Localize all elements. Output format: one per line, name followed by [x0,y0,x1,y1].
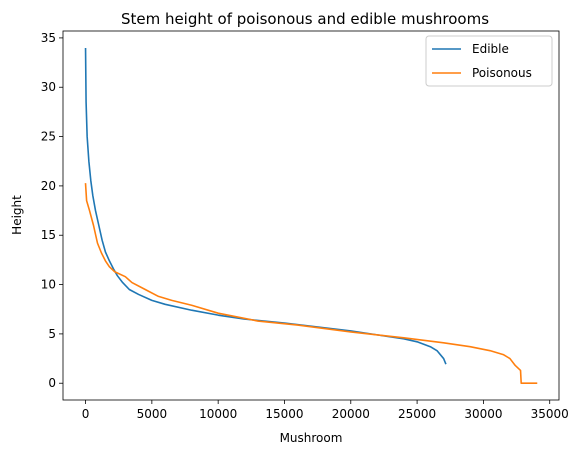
x-tick-label: 35000 [531,407,569,421]
plot-frame [62,30,560,401]
y-tick-label: 15 [41,228,56,242]
legend: Edible Poisonous [425,35,553,87]
series-line-poisonous [84,183,538,385]
x-tick-label: 25000 [398,407,436,421]
y-axis-label: Height [10,195,24,235]
x-tick-label: 30000 [464,407,502,421]
x-tick-label: 0 [82,407,90,421]
y-tick-label: 20 [41,179,56,193]
x-axis: 0 5000 10000 15000 20000 25000 30000 35000 [82,400,569,421]
series-line-edible [84,47,447,365]
y-axis: 0 5 10 15 20 25 30 35 [41,31,63,390]
y-tick-label: 30 [41,80,56,94]
y-tick-label: 25 [41,130,56,144]
x-tick-label: 5000 [137,407,168,421]
chart-title: Stem height of poisonous and edible mush… [121,10,489,28]
plot-area [62,30,560,401]
series-layer [84,47,538,385]
x-tick-label: 20000 [332,407,370,421]
legend-label-edible: Edible [472,42,509,56]
y-tick-label: 0 [48,376,56,390]
y-tick-label: 10 [41,278,56,292]
x-tick-label: 10000 [199,407,237,421]
y-tick-label: 5 [48,327,56,341]
legend-label-poisonous: Poisonous [472,66,532,80]
x-tick-label: 15000 [265,407,303,421]
y-tick-label: 35 [41,31,56,45]
x-axis-label: Mushroom [280,431,343,445]
